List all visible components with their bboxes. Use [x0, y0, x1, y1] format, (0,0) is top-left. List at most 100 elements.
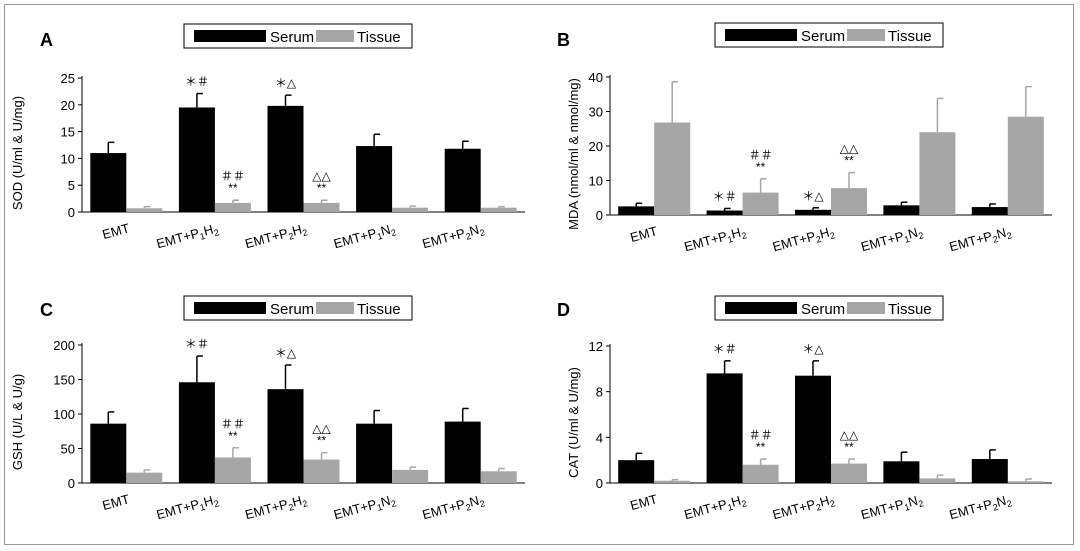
x-tick-label-base: EMT+P	[771, 496, 817, 522]
x-tick-label-base: EMT+P	[155, 225, 201, 251]
panel-label: A	[40, 30, 53, 50]
x-tick-label-mid: N	[468, 493, 481, 510]
legend-swatch-serum	[194, 30, 266, 42]
x-tick-label-sub: 2	[301, 227, 308, 238]
x-tick-label-mid: N	[906, 493, 919, 510]
x-tick-label-sub: 2	[287, 502, 294, 513]
bar-serum	[90, 153, 127, 212]
x-tick-label: EMT+P1N2	[332, 220, 397, 253]
x-tick-label-mid: N	[995, 493, 1008, 510]
significance-annotation: ＊△	[802, 342, 824, 356]
legend-label-serum: Serum	[801, 28, 845, 45]
significance-annotation: △△	[840, 142, 859, 156]
bar-tissue	[919, 478, 956, 483]
x-tick-label: EMT+P2H2	[243, 491, 308, 524]
legend-label-serum: Serum	[801, 301, 845, 318]
x-tick-label-base: EMT	[101, 491, 131, 513]
y-axis-label: CAT (U/ml & U/mg)	[566, 367, 581, 478]
x-tick-label-sub: 2	[917, 230, 924, 241]
x-tick-label-base: EMT+P	[421, 496, 467, 522]
bar-tissue	[214, 202, 251, 212]
significance-annotation: ＃＃	[749, 148, 773, 162]
x-tick-label-sub: 1	[727, 234, 734, 245]
significance-annotation: ＃＃	[221, 417, 245, 431]
x-tick-label-sub: 1	[199, 231, 206, 242]
significance-annotation: ＊△	[275, 76, 297, 90]
x-tick-label-mid: H	[818, 225, 831, 242]
significance-annotation: **	[844, 154, 854, 168]
significance-annotation: △△	[840, 428, 859, 442]
x-tick-label-sub: 2	[992, 502, 999, 513]
y-tick-label: 150	[53, 373, 75, 388]
y-tick-label: 100	[53, 407, 75, 422]
bar-serum	[356, 146, 393, 212]
legend: Serum Tissue	[714, 295, 944, 321]
x-tick-label-mid: H	[202, 222, 215, 239]
x-tick-label-sub: 2	[1006, 498, 1013, 509]
x-tick-label: EMT+P2H2	[243, 220, 308, 253]
x-tick-label: EMT+P2H2	[771, 491, 836, 524]
significance-annotation: ＊＃	[713, 189, 737, 203]
significance-annotation: **	[756, 440, 766, 454]
bar-tissue	[480, 207, 517, 212]
x-tick-label: EMT+P2N2	[421, 220, 486, 253]
significance-annotation: **	[317, 181, 327, 195]
bar-serum	[706, 373, 743, 483]
x-tick-label-base: EMT+P	[332, 496, 378, 522]
x-tick-label: EMT+P1H2	[155, 491, 220, 524]
x-tick-label-base: EMT+P	[421, 225, 467, 251]
x-tick-label-mid: H	[290, 222, 303, 239]
x-tick-label: EMT+P1N2	[859, 491, 924, 524]
x-tick-label: EMT+P2N2	[421, 491, 486, 524]
x-tick-label-sub: 2	[479, 498, 486, 509]
x-tick-label-base: EMT+P	[683, 228, 729, 254]
x-tick-label-base: EMT+P	[948, 496, 994, 522]
x-tick-label: EMT	[101, 220, 131, 242]
bar-serum	[618, 460, 655, 483]
y-axis-label: GSH (U/L & U/g)	[10, 374, 25, 470]
x-tick-label-sub: 2	[740, 498, 747, 509]
x-tick-label: EMT+P2N2	[948, 223, 1013, 256]
bar-tissue	[1007, 481, 1044, 483]
bar-serum	[444, 148, 481, 212]
x-tick-label-sub: 1	[903, 234, 910, 245]
bar-tissue	[126, 208, 163, 212]
x-tick-label: EMT+P1H2	[683, 491, 748, 524]
x-tick-label-mid: H	[202, 493, 215, 510]
legend-swatch-tissue	[847, 302, 885, 314]
bar-serum	[883, 205, 920, 215]
legend-label-tissue: Tissue	[357, 301, 401, 318]
y-tick-label: 0	[596, 208, 603, 223]
x-tick-label: EMT	[101, 491, 131, 513]
bar-serum	[267, 389, 304, 483]
x-tick-label-mid: H	[730, 493, 743, 510]
y-tick-label: 40	[589, 70, 603, 85]
legend-swatch-tissue	[316, 30, 354, 42]
significance-annotation: ＊＃	[185, 337, 209, 351]
bar-serum	[883, 461, 920, 483]
y-tick-label: 200	[53, 338, 75, 353]
x-tick-label-sub: 2	[213, 498, 220, 509]
x-tick-label-mid: N	[906, 225, 919, 242]
bar-tissue	[392, 207, 429, 212]
significance-annotation: **	[228, 181, 238, 195]
legend-swatch-serum	[725, 302, 797, 314]
bar-tissue	[214, 457, 251, 483]
y-tick-label: 10	[61, 151, 75, 166]
bar-serum	[444, 421, 481, 483]
x-tick-label-base: EMT	[629, 491, 659, 513]
legend-swatch-tissue	[847, 29, 885, 41]
x-tick-label-base: EMT+P	[948, 228, 994, 254]
y-tick-label: 8	[596, 385, 603, 400]
significance-annotation: ＊＃	[713, 342, 737, 356]
x-tick-label-sub: 2	[815, 502, 822, 513]
x-tick-label-sub: 2	[829, 230, 836, 241]
x-tick-label-sub: 2	[390, 498, 397, 509]
bar-tissue	[303, 459, 340, 483]
legend-label-serum: Serum	[270, 29, 314, 46]
significance-annotation: **	[317, 434, 327, 448]
x-tick-label-sub: 2	[917, 498, 924, 509]
x-tick-label-base: EMT	[629, 223, 659, 245]
